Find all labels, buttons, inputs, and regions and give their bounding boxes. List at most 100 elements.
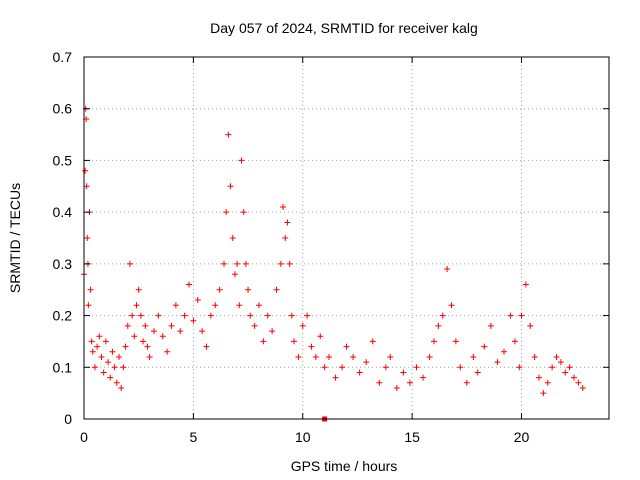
data-point [284, 219, 291, 226]
data-point [448, 302, 455, 309]
x-tick-label: 15 [404, 429, 420, 445]
data-point [363, 359, 370, 366]
data-point [98, 353, 105, 360]
data-point [431, 338, 437, 345]
data-point [144, 343, 151, 350]
data-point [100, 369, 107, 376]
axis-ticks: 0 5 10 15 20 0 0.1 0.2 0.3 0.4 0.5 0.6 0.7 [53, 49, 609, 445]
data-point [177, 328, 184, 335]
data-point [562, 369, 569, 376]
data-point [94, 343, 101, 350]
data-point [299, 322, 306, 329]
data-point [400, 369, 407, 376]
data-point [91, 364, 98, 371]
data-point [393, 384, 400, 391]
data-point [124, 322, 131, 329]
data-point [435, 322, 442, 329]
data-point [227, 183, 234, 190]
data-point [120, 364, 127, 371]
x-tick-label: 10 [295, 429, 311, 445]
data-point [242, 260, 249, 267]
data-point [118, 384, 125, 391]
data-point [481, 343, 488, 350]
data-point [151, 328, 157, 335]
y-tick-label: 0.1 [53, 359, 73, 375]
data-point [557, 359, 564, 366]
data-point [225, 131, 232, 138]
chart-title: Day 057 of 2024, SRMTID for receiver kal… [210, 20, 478, 36]
data-point [229, 235, 236, 241]
data-point [82, 167, 89, 174]
data-point [518, 312, 525, 319]
data-point [369, 338, 376, 345]
data-point [536, 374, 542, 381]
data-point [88, 338, 95, 345]
data-point [350, 353, 357, 360]
data-point [426, 353, 433, 360]
data-point [116, 353, 122, 360]
data-point [494, 359, 501, 366]
data-point [507, 312, 514, 319]
data-point [501, 348, 507, 355]
data-point [326, 353, 332, 360]
data-point [376, 379, 383, 386]
data-point [332, 374, 339, 381]
data-point [137, 312, 144, 319]
data-point [444, 266, 451, 273]
data-point [522, 281, 529, 288]
data-point [286, 260, 293, 267]
data-point [102, 338, 109, 345]
data-point [223, 209, 230, 216]
x-tick-label: 20 [514, 429, 530, 445]
data-point [452, 338, 459, 345]
plot-frame [83, 56, 610, 420]
data-point [186, 281, 192, 288]
y-tick-label: 0 [64, 411, 72, 427]
data-point [231, 271, 238, 278]
data-point [382, 364, 389, 371]
grid [84, 57, 609, 419]
data-point [199, 328, 206, 335]
y-tick-label: 0.6 [53, 101, 73, 117]
data-point [181, 312, 188, 319]
data-point [155, 312, 162, 319]
y-tick-label: 0.3 [53, 256, 73, 272]
data-point [234, 260, 241, 267]
data-point [207, 312, 214, 319]
data-point [221, 260, 227, 267]
data-point [264, 312, 271, 319]
data-point [109, 348, 116, 355]
data-point [164, 348, 171, 355]
data-point [126, 260, 133, 267]
data-point [236, 302, 243, 309]
data-point [251, 322, 258, 329]
data-point [527, 322, 534, 329]
data-point [343, 343, 350, 350]
data-point [129, 312, 136, 319]
data-point [420, 374, 427, 381]
data-point [190, 317, 197, 324]
y-tick-label: 0.4 [53, 204, 73, 220]
data-point [304, 312, 311, 319]
data-point [356, 369, 363, 376]
data-point [107, 374, 114, 381]
data-point [516, 364, 523, 371]
data-point [511, 338, 518, 345]
x-axis-label: GPS time / hours [291, 458, 398, 474]
x-tick-label: 0 [80, 429, 88, 445]
x-tick-label: 5 [189, 429, 197, 445]
data-point [291, 338, 297, 345]
data-point [142, 322, 149, 329]
data-point [280, 203, 287, 210]
data-point [295, 353, 302, 360]
data-point [540, 390, 547, 397]
data-point [216, 286, 223, 293]
data-point [457, 364, 464, 371]
data-point [212, 302, 219, 309]
data-point [571, 374, 577, 381]
data-point [575, 379, 582, 386]
data-point [89, 348, 96, 355]
data-point [273, 286, 280, 293]
data-point [135, 286, 142, 293]
